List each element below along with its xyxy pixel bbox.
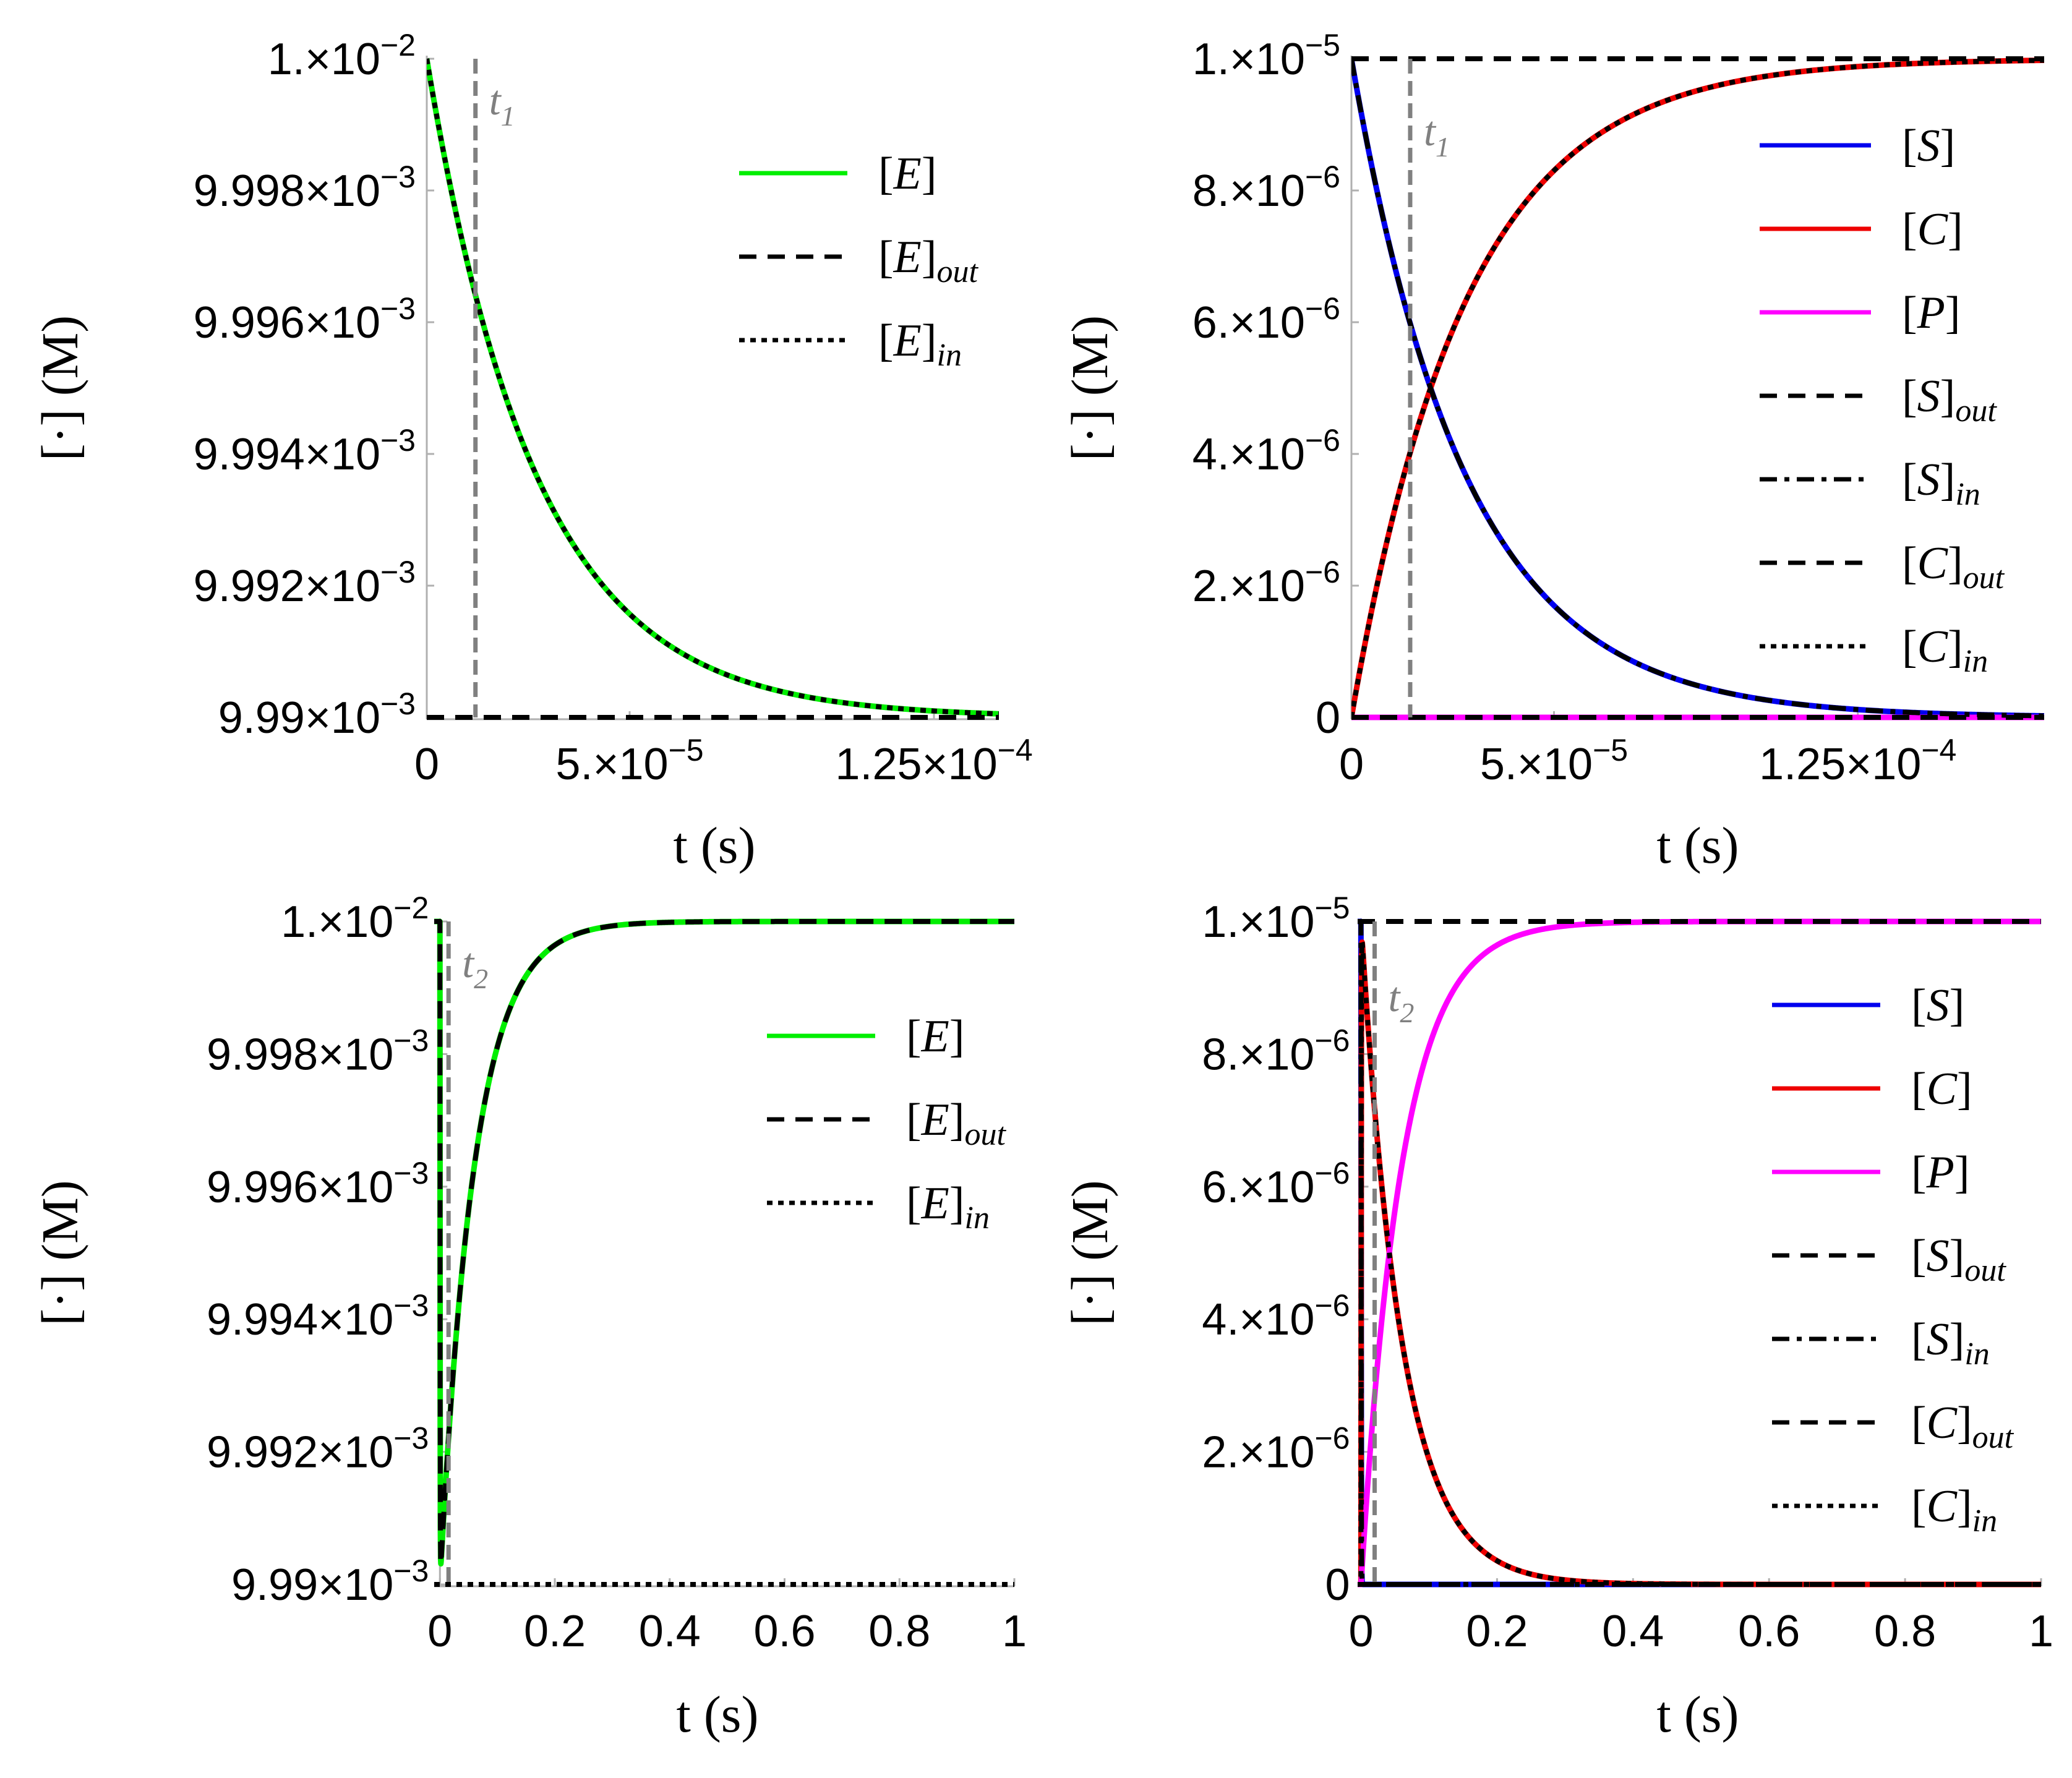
legend-label: [C]in: [1902, 622, 1988, 679]
x-tick-label: 0.2: [524, 1607, 586, 1656]
y-tick-label: 2.×10−6: [1192, 555, 1340, 611]
y-tick-label: 4.×10−6: [1192, 423, 1340, 479]
panel-1: 1.×10−2 9.998×10−3 9.996×10−3 9.994×10−3 9.9…: [32, 28, 1033, 874]
x-axis-label: t (s): [1657, 817, 1739, 874]
plot-area: [1351, 56, 2044, 720]
x-tick-label: 0: [427, 1607, 452, 1656]
series-line: [1351, 56, 2044, 719]
y-tick-label: 0: [1325, 1560, 1350, 1610]
y-tick-label: 1.×10−2: [268, 28, 416, 84]
y-tick-label: 9.992×10−3: [194, 555, 416, 611]
x-tick-label: 1: [1002, 1607, 1027, 1656]
legend-label: [S]: [1911, 980, 1964, 1031]
x-tick-label: 0: [1339, 740, 1364, 789]
x-axis-label: t (s): [674, 817, 756, 874]
x-tick-label: 0.4: [639, 1607, 701, 1656]
panel-3: 1.×10−2 9.998×10−3 9.996×10−3 9.994×10−3 9.9…: [32, 891, 1027, 1743]
x-tick-label: 0.8: [868, 1607, 930, 1656]
legend-label: [S]in: [1911, 1314, 1990, 1372]
legend-label: [E]: [906, 1011, 965, 1062]
x-tick-label: 0: [414, 740, 439, 789]
y-tick-label: 6.×10−6: [1192, 291, 1340, 348]
series-line: [434, 919, 1014, 1566]
y-tick-label: 8.×10−6: [1192, 160, 1340, 216]
y-tick-label: 9.992×10−3: [207, 1421, 429, 1477]
y-tick-label: 9.996×10−3: [207, 1156, 429, 1212]
legend: [S] [C] [P] [S]out [S]in [C]out [C]in: [1772, 980, 2014, 1539]
y-tick-label: 4.×10−6: [1202, 1288, 1350, 1344]
legend-label: [P]: [1911, 1147, 1970, 1198]
marker-label: t2: [462, 939, 488, 994]
x-tick-label: 0.6: [1738, 1607, 1800, 1656]
marker-label: t1: [489, 77, 515, 132]
plot-area: [427, 56, 999, 720]
y-axis-label: [·] (M): [32, 1180, 89, 1326]
x-axis-label: t (s): [1657, 1686, 1739, 1743]
legend-label: [C]: [1902, 204, 1963, 255]
legend-label: [C]out: [1911, 1398, 2014, 1455]
legend-label: [E]: [878, 148, 937, 199]
legend-label: [S]out: [1911, 1231, 2006, 1288]
series-line: [1351, 58, 2044, 720]
x-axis-label: t (s): [677, 1686, 759, 1743]
legend-label: [E]out: [878, 232, 979, 289]
legend-label: [P]: [1902, 288, 1961, 338]
series-line: [1358, 939, 2041, 1587]
y-tick-label: 9.994×10−3: [194, 423, 416, 479]
x-tick-label: 0.6: [753, 1607, 815, 1656]
legend-label: [C]: [1911, 1064, 1972, 1114]
legend-label: [E]in: [878, 315, 962, 373]
y-axis-label: [·] (M): [1061, 1180, 1119, 1326]
panel-4: 1.×10−5 8.×10−6 6.×10−6 4.×10−6 2.×10−6 00 0.2…: [1061, 891, 2053, 1743]
x-tick-label: 5.×10−5: [1480, 733, 1628, 789]
x-tick-label: 1.25×10−4: [835, 733, 1032, 789]
panel-2: 1.×10−5 8.×10−6 6.×10−6 4.×10−6 2.×10−6 00 5.×…: [1061, 28, 2044, 874]
series-line: [427, 56, 999, 717]
legend: [E] [E]out [E]in: [767, 1011, 1007, 1236]
x-tick-label: 1.25×10−4: [1759, 733, 1956, 789]
x-tick-label: 1: [2029, 1607, 2053, 1656]
y-tick-label: 8.×10−6: [1202, 1023, 1350, 1079]
legend-label: [S]in: [1902, 455, 1980, 512]
series-line: [1358, 918, 2041, 1588]
legend: [S] [C] [P] [S]out [S]in [C]out [C]in: [1760, 121, 2005, 679]
y-tick-label: 6.×10−6: [1202, 1156, 1350, 1212]
y-tick-label: 9.99×10−3: [218, 686, 416, 743]
x-tick-label: 0.4: [1602, 1607, 1664, 1656]
x-tick-label: 0: [1348, 1607, 1373, 1656]
y-axis-label: [·] (M): [32, 315, 89, 461]
legend-label: [C]in: [1911, 1481, 1997, 1539]
marker-label: t2: [1388, 973, 1414, 1028]
y-tick-label: 1.×10−5: [1192, 28, 1340, 84]
plot-area: [1358, 918, 2041, 1588]
legend-label: [E]out: [906, 1095, 1007, 1152]
x-tick-label: 0.8: [1874, 1607, 1936, 1656]
y-axis-label: [·] (M): [1061, 315, 1119, 461]
y-tick-label: 9.998×10−3: [207, 1023, 429, 1079]
y-tick-label: 9.996×10−3: [194, 291, 416, 348]
y-tick-label: 2.×10−6: [1202, 1421, 1350, 1477]
y-tick-label: 9.998×10−3: [194, 160, 416, 216]
x-tick-label: 0.2: [1466, 1607, 1528, 1656]
x-tick-label: 5.×10−5: [555, 733, 703, 789]
y-tick-label: 0: [1316, 693, 1340, 743]
plot-area: [434, 918, 1014, 1587]
legend-label: [E]in: [906, 1178, 990, 1236]
y-tick-label: 1.×10−2: [281, 891, 429, 947]
legend-label: [C]out: [1902, 538, 2005, 596]
y-tick-label: 9.99×10−3: [231, 1554, 429, 1610]
marker-label: t1: [1424, 108, 1450, 163]
legend: [E] [E]out [E]in: [739, 148, 979, 373]
legend-label: [S]out: [1902, 371, 1997, 429]
y-tick-label: 9.994×10−3: [207, 1288, 429, 1344]
legend-label: [S]: [1902, 121, 1955, 171]
y-tick-label: 1.×10−5: [1202, 891, 1350, 947]
